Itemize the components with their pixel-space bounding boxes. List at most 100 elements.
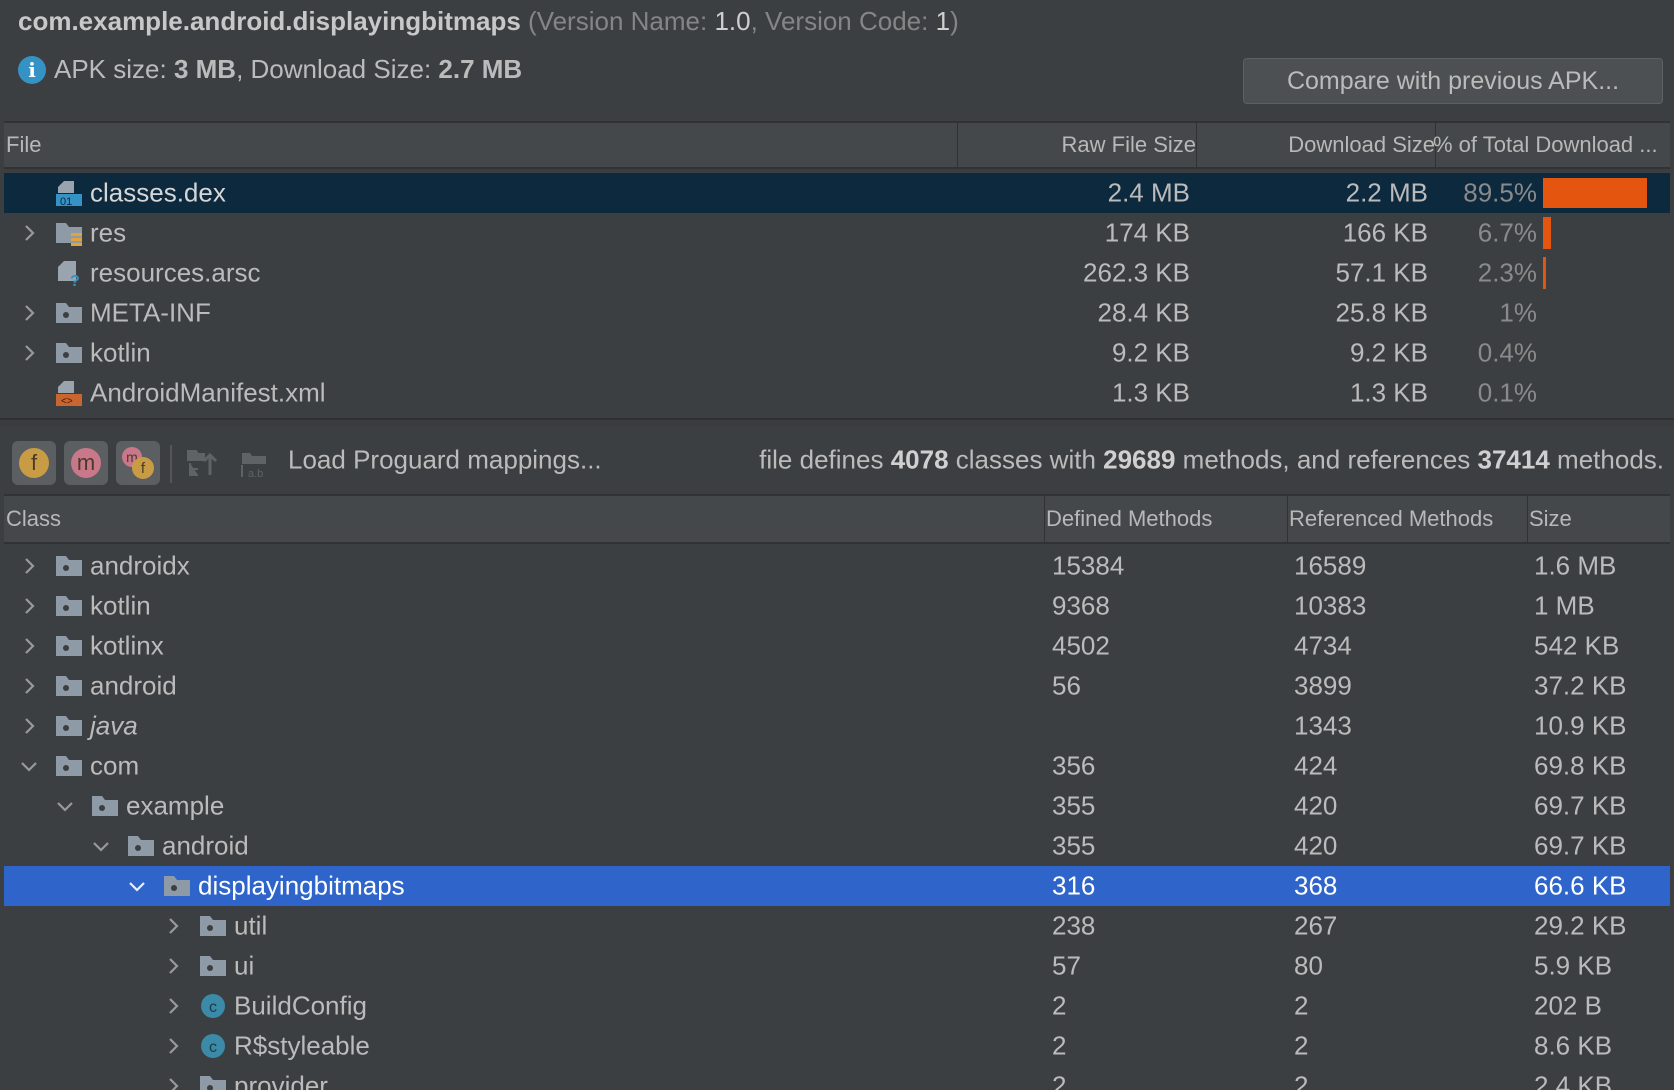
- svg-text:c: c: [209, 1039, 217, 1056]
- chevron-down-icon[interactable]: [92, 837, 110, 855]
- folder-icon: [56, 343, 82, 363]
- deobfuscate-names-icon[interactable]: a.b: [240, 449, 270, 480]
- chevron-right-icon[interactable]: [20, 304, 38, 322]
- file-name: res: [90, 217, 127, 248]
- file-row[interactable]: kotlin 9.2 KB 9.2 KB 0.4%: [4, 333, 1670, 373]
- chevron-right-icon[interactable]: [164, 1037, 182, 1055]
- column-class[interactable]: Class: [6, 506, 62, 531]
- chevron-right-icon[interactable]: [20, 557, 38, 575]
- class-row[interactable]: kotlinx 4502 4734 542 KB: [4, 626, 1670, 666]
- class-row[interactable]: android 355 420 69.7 KB: [4, 826, 1670, 866]
- show-references-toggle[interactable]: m f: [116, 441, 160, 485]
- class-row[interactable]: android 56 3899 37.2 KB: [4, 666, 1670, 706]
- defined-methods: 355: [1052, 830, 1096, 861]
- package-icon: [128, 836, 154, 856]
- class-row[interactable]: com 356 424 69.8 KB: [4, 746, 1670, 786]
- file-row[interactable]: 01 classes.dex 2.4 MB 2.2 MB 89.5%: [4, 173, 1670, 213]
- svg-text:01: 01: [60, 196, 72, 207]
- file-name: resources.arsc: [90, 257, 261, 288]
- version-label: (Version Name:: [528, 6, 715, 36]
- class-row[interactable]: ui 57 80 5.9 KB: [4, 946, 1670, 986]
- column-raw-size[interactable]: Raw File Size: [1061, 132, 1196, 157]
- class-row[interactable]: displayingbitmaps 316 368 66.6 KB: [4, 866, 1670, 906]
- chevron-right-icon[interactable]: [20, 344, 38, 362]
- column-download-size[interactable]: Download Size: [1288, 132, 1435, 157]
- class-name: BuildConfig: [234, 990, 367, 1021]
- chevron-right-icon[interactable]: [20, 224, 38, 242]
- chevron-right-icon[interactable]: [164, 957, 182, 975]
- chevron-down-icon[interactable]: [128, 877, 146, 895]
- class-row[interactable]: androidx 15384 16589 1.6 MB: [4, 546, 1670, 586]
- summary-text: methods, and references: [1175, 444, 1478, 475]
- chevron-right-icon[interactable]: [20, 677, 38, 695]
- class-row[interactable]: example 355 420 69.7 KB: [4, 786, 1670, 826]
- reference-count: 37414: [1477, 444, 1550, 475]
- column-defined-methods[interactable]: Defined Methods: [1046, 506, 1213, 531]
- defined-methods: 2: [1052, 1030, 1067, 1061]
- file-row[interactable]: <> AndroidManifest.xml 1.3 KB 1.3 KB 0.1%: [4, 373, 1670, 413]
- download-size: 166 KB: [1342, 217, 1428, 248]
- show-methods-toggle[interactable]: m: [64, 441, 108, 485]
- column-referenced-methods[interactable]: Referenced Methods: [1289, 506, 1494, 531]
- dex-summary: file defines 4078 classes with 29689 met…: [759, 445, 1664, 476]
- class-row[interactable]: c BuildConfig 2 2 202 B: [4, 986, 1670, 1026]
- show-removed-nodes-icon[interactable]: [186, 447, 220, 479]
- class-row[interactable]: kotlin 9368 10383 1 MB: [4, 586, 1670, 626]
- referenced-methods: 368: [1294, 870, 1338, 901]
- summary-text: classes with: [948, 444, 1104, 475]
- chevron-right-icon[interactable]: [20, 637, 38, 655]
- chevron-right-icon[interactable]: [164, 1077, 182, 1090]
- file-row[interactable]: META-INF 28.4 KB 25.8 KB 1%: [4, 293, 1670, 333]
- class-name: androidx: [90, 550, 190, 581]
- referenced-methods: 2: [1294, 1030, 1309, 1061]
- chevron-right-icon[interactable]: [20, 597, 38, 615]
- dex-toolbar: f m m f a.b Load Proguard mappings... fi…: [4, 427, 1670, 493]
- app-title: com.example.android.displayingbitmaps (V…: [18, 6, 959, 37]
- referenced-methods: 3899: [1294, 670, 1352, 701]
- chevron-down-icon[interactable]: [56, 797, 74, 815]
- chevron-right-icon[interactable]: [164, 917, 182, 935]
- file-row[interactable]: ? resources.arsc 262.3 KB 57.1 KB 2.3%: [4, 253, 1670, 293]
- apk-size-value: 3 MB: [173, 54, 237, 84]
- column-percent-total[interactable]: % of Total Download ...: [1433, 132, 1658, 157]
- method-icon: m: [71, 448, 101, 478]
- defined-methods: 15384: [1052, 550, 1125, 581]
- class-row[interactable]: provider 2 2 2.4 KB: [4, 1066, 1670, 1090]
- column-file[interactable]: File: [6, 132, 42, 157]
- class-row[interactable]: util 238 267 29.2 KB: [4, 906, 1670, 946]
- defined-methods: 2: [1052, 990, 1067, 1021]
- load-proguard-mappings-button[interactable]: Load Proguard mappings...: [288, 444, 602, 475]
- show-fields-toggle[interactable]: f: [12, 441, 56, 485]
- package-icon: [56, 676, 82, 696]
- package-icon: [56, 756, 82, 776]
- referenced-methods: 80: [1294, 950, 1323, 981]
- summary-text: methods.: [1549, 444, 1664, 475]
- class-row[interactable]: java 1343 10.9 KB: [4, 706, 1670, 746]
- percent-bar: [1543, 178, 1647, 208]
- class-row[interactable]: c R$styleable 2 2 8.6 KB: [4, 1026, 1670, 1066]
- defined-methods: 238: [1052, 910, 1096, 941]
- package-icon: [200, 1076, 226, 1090]
- class-size: 1 MB: [1534, 590, 1595, 621]
- class-size: 37.2 KB: [1534, 670, 1627, 701]
- class-name: java: [90, 710, 138, 741]
- referenced-members-icon: m f: [122, 447, 154, 479]
- raw-file-size: 174 KB: [1104, 217, 1190, 248]
- compare-apk-button[interactable]: Compare with previous APK...: [1243, 58, 1663, 104]
- chevron-right-icon[interactable]: [20, 717, 38, 735]
- chevron-down-icon[interactable]: [20, 757, 38, 775]
- class-size: 29.2 KB: [1534, 910, 1627, 941]
- raw-file-size: 28.4 KB: [1097, 297, 1190, 328]
- version-suffix: ): [950, 6, 959, 36]
- svg-text:?: ?: [70, 273, 80, 287]
- svg-text:<>: <>: [61, 396, 73, 407]
- field-ref-icon: f: [132, 457, 154, 479]
- svg-text:a.b: a.b: [248, 468, 263, 479]
- class-table: Class Defined Methods Referenced Methods…: [4, 494, 1670, 1090]
- defined-methods: 355: [1052, 790, 1096, 821]
- chevron-right-icon[interactable]: [164, 997, 182, 1015]
- class-size: 10.9 KB: [1534, 710, 1627, 741]
- file-row[interactable]: res 174 KB 166 KB 6.7%: [4, 213, 1670, 253]
- column-size[interactable]: Size: [1529, 506, 1572, 531]
- class-name: util: [234, 910, 268, 941]
